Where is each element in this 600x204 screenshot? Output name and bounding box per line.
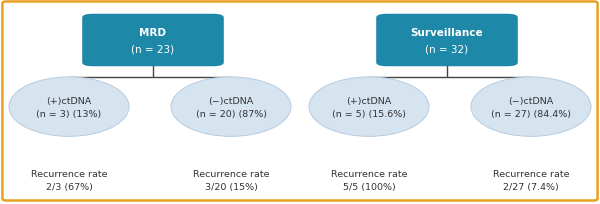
- Text: Recurrence rate
2/3 (67%): Recurrence rate 2/3 (67%): [31, 170, 107, 191]
- Text: Surveillance: Surveillance: [410, 28, 484, 38]
- FancyBboxPatch shape: [2, 2, 598, 201]
- Text: (+)ctDNA
(n = 5) (15.6%): (+)ctDNA (n = 5) (15.6%): [332, 96, 406, 118]
- Text: (+)ctDNA
(n = 3) (13%): (+)ctDNA (n = 3) (13%): [37, 96, 101, 118]
- Text: Recurrence rate
5/5 (100%): Recurrence rate 5/5 (100%): [331, 170, 407, 191]
- Text: (n = 23): (n = 23): [131, 44, 175, 54]
- FancyBboxPatch shape: [376, 15, 518, 67]
- Ellipse shape: [471, 78, 591, 137]
- Ellipse shape: [9, 78, 129, 137]
- Ellipse shape: [309, 78, 429, 137]
- Text: Recurrence rate
3/20 (15%): Recurrence rate 3/20 (15%): [193, 170, 269, 191]
- FancyBboxPatch shape: [82, 15, 224, 67]
- Text: Recurrence rate
2/27 (7.4%): Recurrence rate 2/27 (7.4%): [493, 170, 569, 191]
- Text: MRD: MRD: [139, 28, 167, 38]
- Ellipse shape: [171, 78, 291, 137]
- Text: (−)ctDNA
(n = 27) (84.4%): (−)ctDNA (n = 27) (84.4%): [491, 96, 571, 118]
- Text: (n = 32): (n = 32): [425, 44, 469, 54]
- Text: (−)ctDNA
(n = 20) (87%): (−)ctDNA (n = 20) (87%): [196, 96, 266, 118]
